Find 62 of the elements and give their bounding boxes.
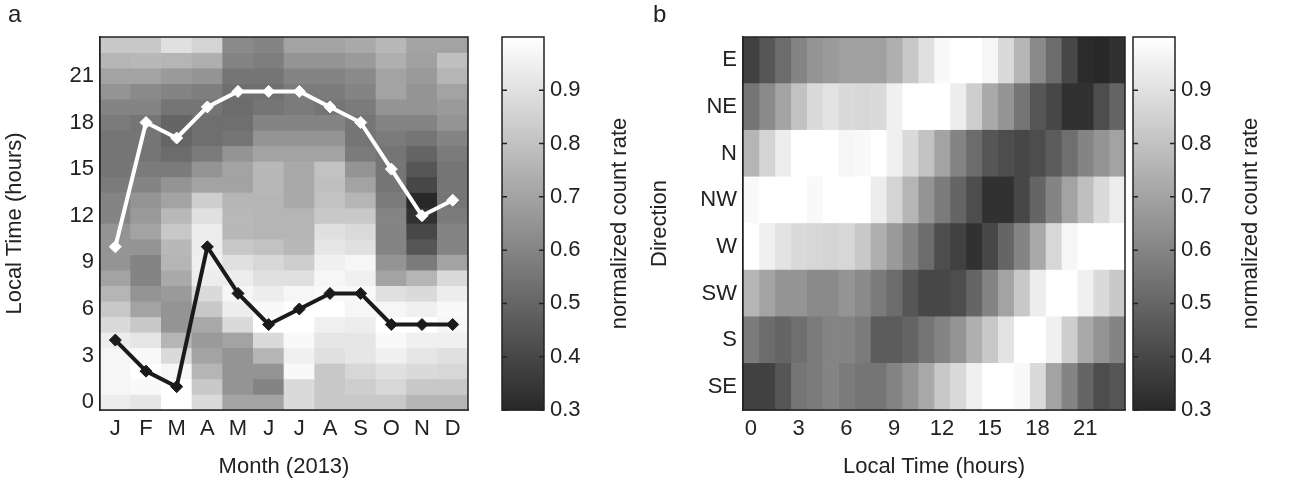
point — [354, 286, 368, 300]
x-tick-label: M — [228, 415, 248, 441]
y-tick-label: 3 — [81, 341, 94, 367]
x-tick-label: D — [444, 415, 461, 441]
y-tick-label: 21 — [69, 61, 94, 87]
y-tick-label: 18 — [69, 108, 94, 134]
point — [415, 318, 429, 332]
point — [139, 364, 153, 378]
color-bar-label: 0.9 — [1181, 76, 1212, 102]
color-bar-label: 0.8 — [550, 129, 581, 155]
x-tick-label: 3 — [792, 415, 805, 441]
x-tick-label: A — [322, 415, 338, 441]
color-bar-label: 0.7 — [1181, 182, 1212, 208]
y-axis-title: Direction — [646, 180, 672, 267]
color-bar-label: 0.7 — [550, 182, 581, 208]
color-bar-label: 0.6 — [1181, 236, 1212, 262]
y-tick-label: E — [722, 46, 737, 72]
x-tick-label: O — [382, 415, 400, 441]
x-tick-label: 9 — [888, 415, 901, 441]
color-bar-label: 0.3 — [550, 396, 581, 422]
x-tick-label: J — [263, 415, 275, 441]
y-tick-label: N — [721, 139, 737, 165]
x-tick-label: 15 — [977, 415, 1002, 441]
x-tick-label: J — [109, 415, 121, 441]
color-bar-label: 0.9 — [550, 76, 581, 102]
color-bar-label: 0.6 — [550, 236, 581, 262]
x-tick-label: 12 — [929, 415, 955, 441]
color-bar-label: 0.8 — [1181, 129, 1212, 155]
chart-title: b — [653, 0, 667, 27]
y-tick-label: 15 — [69, 155, 94, 181]
y-tick-label: NE — [706, 93, 737, 118]
y-axis-title: Local Time (hours) — [1, 132, 27, 315]
color-bar-label: 0.4 — [550, 342, 581, 368]
x-tick-label: 6 — [840, 415, 853, 441]
y-tick-label: S — [722, 326, 737, 352]
x-tick-label: N — [414, 415, 430, 441]
x-tick-label: 18 — [1025, 415, 1050, 441]
x-axis-title: Month (2013) — [218, 452, 350, 478]
y-tick-label: 0 — [81, 388, 94, 414]
point — [384, 318, 398, 332]
x-tick-label: J — [293, 415, 305, 441]
y-tick-label: 6 — [81, 295, 94, 321]
y-tick-label: W — [716, 232, 738, 258]
y-tick-label: 9 — [81, 248, 94, 274]
x-tick-label: A — [199, 415, 215, 441]
color-bar-label: 0.5 — [550, 289, 581, 315]
x-tick-label: 0 — [744, 415, 758, 441]
y-tick-label: NW — [700, 186, 738, 212]
y-tick-label: 12 — [69, 201, 94, 227]
color-bar-title: normalized count rate — [606, 117, 632, 330]
chart-title: a — [8, 0, 22, 27]
y-tick-label: SW — [701, 279, 738, 305]
color-bar-label: 0.5 — [1181, 289, 1212, 315]
x-tick-label: F — [139, 415, 153, 441]
color-bar-label: 0.3 — [1181, 396, 1212, 422]
y-tick-label: SE — [707, 372, 737, 398]
x-tick-label: 21 — [1072, 415, 1098, 441]
color-bar-title: normalized count rate — [1237, 117, 1263, 330]
x-tick-label: S — [353, 415, 369, 441]
x-tick-label: M — [167, 415, 186, 441]
x-axis-title: Local Time (hours) — [842, 452, 1026, 478]
color-bar-label: 0.4 — [1181, 342, 1212, 368]
